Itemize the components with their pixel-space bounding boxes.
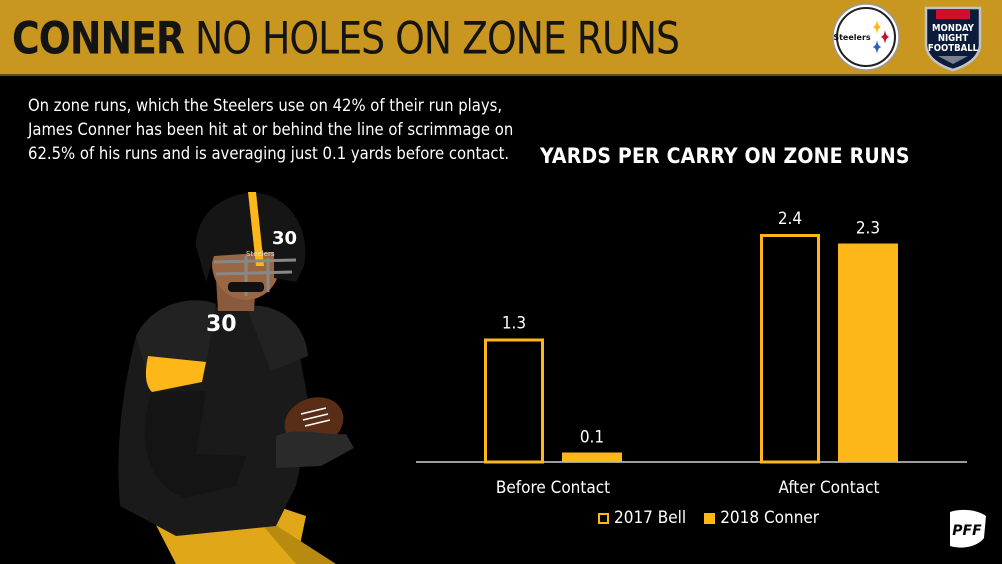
legend-item-2018-conner: 2018 Conner — [704, 508, 819, 528]
description-text: On zone runs, which the Steelers use on … — [28, 94, 514, 166]
helmet-number: 30 — [272, 228, 297, 249]
bar-2018-conner-before-contact — [562, 452, 622, 462]
legend-label-2018-conner: 2018 Conner — [720, 508, 820, 528]
bar-2017-bell-before-contact — [484, 338, 544, 464]
value-label-2018-conner-before-contact: 0.1 — [580, 428, 604, 448]
pff-logo: PFF — [950, 509, 986, 548]
category-label-before-contact: Before Contact — [496, 478, 610, 498]
value-label-2017-bell-after-contact: 2.4 — [778, 209, 802, 229]
value-label-2017-bell-before-contact: 1.3 — [502, 314, 526, 334]
category-label-after-contact: After Contact — [779, 478, 880, 498]
description-line-3: 62.5% of his runs and is averaging just … — [28, 144, 510, 163]
bar-2018-conner-after-contact — [838, 243, 898, 462]
page-title: CONNER NO HOLES ON ZONE RUNS — [12, 12, 680, 66]
title-strong: CONNER — [12, 12, 185, 65]
title-rest: NO HOLES ON ZONE RUNS — [195, 12, 680, 65]
steelers-logo: Steelers — [832, 3, 900, 71]
description-line-2: James Conner has been hit at or behind t… — [28, 120, 514, 139]
legend-label-2017-bell: 2017 Bell — [614, 508, 687, 528]
helmet-text: Steelers — [246, 250, 275, 258]
value-label-2018-conner-after-contact: 2.3 — [856, 219, 880, 239]
player-illustration: 30 30 Steelers — [118, 192, 354, 564]
legend-item-2017-bell: 2017 Bell — [598, 508, 686, 528]
bar-chart: 1.3 0.1 Before Contact 2.4 2.3 After Contact — [416, 209, 967, 498]
legend-swatch-outline — [598, 512, 609, 524]
jersey-number: 30 — [206, 312, 237, 337]
bar-2017-bell-after-contact — [760, 234, 820, 464]
mnf-line-2: NIGHT — [938, 33, 968, 44]
mnf-line-1: MONDAY — [932, 23, 975, 34]
monday-night-football-logo: MONDAY NIGHT FOOTBALL — [924, 6, 982, 72]
chart-legend: 2017 Bell 2018 Conner — [598, 508, 819, 528]
chart-title: YARDS PER CARRY ON ZONE RUNS — [540, 144, 910, 168]
mnf-line-3: FOOTBALL — [928, 43, 979, 54]
steelers-logo-text: Steelers — [833, 33, 871, 42]
header-banner: CONNER NO HOLES ON ZONE RUNS Steelers MO… — [0, 0, 1002, 76]
pff-logo-text: PFF — [952, 523, 982, 539]
description-line-1: On zone runs, which the Steelers use on … — [28, 96, 503, 115]
bars-group: 1.3 0.1 Before Contact 2.4 2.3 After Contact — [484, 209, 898, 498]
legend-swatch-filled — [704, 512, 716, 524]
